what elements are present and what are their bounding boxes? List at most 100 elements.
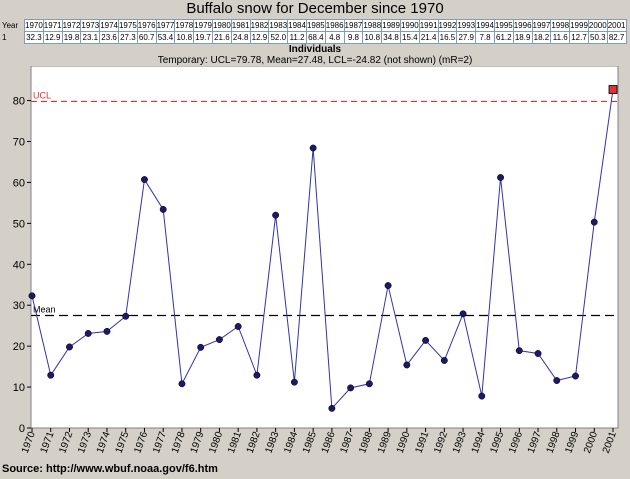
page-title: Buffalo snow for December since 1970: [186, 0, 444, 17]
year-cell: 1982: [249, 19, 270, 32]
data-point: [66, 343, 73, 351]
data-point: [347, 384, 355, 392]
y-tick-label: 80: [13, 96, 25, 108]
year-cell: 1979: [193, 19, 213, 32]
x-tick-label: 1982: [245, 430, 263, 455]
value-cell: 82.7: [606, 31, 627, 44]
x-tick-label: 1992: [432, 430, 450, 455]
year-cell: 1992: [437, 19, 458, 32]
y-tick-label: 0: [19, 423, 25, 435]
plot-area: [30, 66, 619, 429]
year-cell: 1993: [456, 19, 477, 32]
year-cell: 1970: [24, 19, 44, 32]
value-cell: 21.6: [211, 31, 232, 44]
data-point: [178, 380, 186, 388]
ucl-label: UCL: [33, 90, 51, 100]
data-point: [534, 350, 542, 357]
value-cell: 11.2: [287, 31, 307, 44]
value-cell: 32.3: [24, 31, 44, 44]
year-cell: 1994: [475, 19, 495, 32]
x-tick-label: 1971: [39, 430, 57, 455]
value-cell: 34.8: [381, 31, 401, 44]
data-point: [328, 404, 336, 412]
year-cell: 1987: [343, 19, 364, 32]
x-tick-label: 1990: [395, 430, 413, 455]
data-point: [365, 380, 373, 388]
data-point: [103, 327, 111, 335]
value-cell: 19.8: [61, 31, 82, 44]
year-cell: 1985: [305, 19, 326, 32]
year-cell: 1983: [268, 19, 289, 32]
value-cell: 10.8: [362, 31, 383, 44]
x-tick-label: 1994: [470, 430, 488, 455]
data-point: [28, 292, 36, 300]
data-point: [403, 361, 411, 369]
year-cell: 1999: [569, 19, 589, 32]
x-tick-label: 1972: [57, 430, 75, 455]
x-tick-label: 1993: [451, 430, 469, 455]
data-table: Year 1970 1971 1972 1973 1974 1975 1976 1977 197…: [0, 19, 627, 44]
x-tick-label: 1989: [376, 430, 394, 455]
year-cell: 1972: [61, 19, 82, 32]
value-cell: 60.7: [136, 31, 157, 44]
data-point: [197, 343, 205, 351]
series-line: [31, 89, 614, 410]
mean-label: Mean: [33, 305, 56, 315]
value-cell: 19.7: [193, 31, 213, 44]
data-point: [272, 211, 280, 219]
x-tick-label: 1986: [320, 430, 338, 455]
value-cell: 11.6: [550, 31, 571, 44]
x-tick-label: 1998: [545, 430, 563, 455]
source-note: Source: http://www.wbuf.noaa.gov/f6.htm: [2, 463, 218, 475]
year-cell: 1977: [155, 19, 176, 32]
year-cell: 1997: [531, 19, 552, 32]
value-cell: 10.8: [174, 31, 195, 44]
chart-subtitle: Temporary: UCL=79.78, Mean=27.48, LCL=-2…: [157, 55, 473, 66]
x-tick-label: 1983: [264, 430, 282, 455]
flagged-point: [608, 85, 618, 94]
value-cell: 52.0: [268, 31, 289, 44]
data-point: [384, 282, 392, 290]
x-tick-label: 2001: [601, 430, 619, 455]
value-cell: 53.4: [155, 31, 176, 44]
data-point: [590, 218, 598, 226]
x-tick-label: 1997: [526, 430, 544, 455]
year-cell: 1996: [512, 19, 533, 32]
x-tick-label: 1996: [507, 430, 525, 455]
x-tick-label: 1977: [151, 430, 169, 455]
year-cell: 1986: [324, 19, 345, 32]
value-cell: 21.4: [418, 31, 439, 44]
value-cell: 61.2: [493, 31, 514, 44]
x-tick-label: 1976: [132, 430, 150, 455]
value-cell: 27.9: [456, 31, 477, 44]
value-cell: 16.5: [437, 31, 458, 44]
year-cell: 1975: [117, 19, 138, 32]
data-point: [309, 144, 317, 152]
year-cell: 1971: [42, 19, 63, 32]
x-tick-label: 1999: [563, 430, 581, 455]
chart-title: Individuals: [288, 44, 342, 55]
year-cell: 2000: [587, 19, 608, 32]
value-cell: 12.9: [249, 31, 270, 44]
value-cell: 23.6: [99, 31, 119, 44]
x-tick-label: 1980: [207, 430, 225, 455]
x-tick-label: 1975: [114, 430, 132, 455]
year-cell: 1981: [230, 19, 251, 32]
value-cell: 7.8: [475, 31, 495, 44]
x-tick-label: 1984: [282, 430, 300, 455]
year-cell: 1973: [80, 19, 101, 32]
y-tick-label: 60: [13, 177, 25, 189]
value-cell: 68.4: [305, 31, 326, 44]
data-point: [290, 378, 298, 386]
data-point: [515, 347, 523, 355]
data-point: [253, 371, 261, 379]
data-point: [440, 357, 448, 364]
data-point: [234, 323, 242, 330]
data-point: [47, 371, 55, 379]
x-tick-label: 1988: [357, 430, 375, 455]
year-cell: 1991: [418, 19, 439, 32]
table-row-years: Year 1970 1971 1972 1973 1974 1975 1976 1977 197…: [0, 19, 627, 32]
y-tick-label: 10: [13, 382, 25, 394]
year-cell: 1995: [493, 19, 514, 32]
